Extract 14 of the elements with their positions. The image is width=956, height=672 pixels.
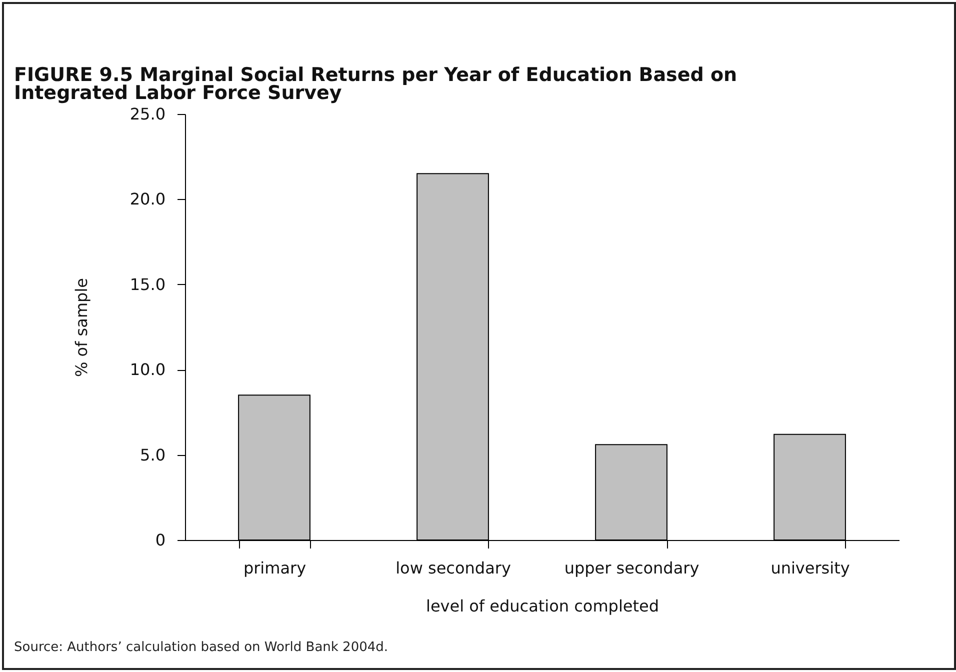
x-tick-label: primary bbox=[243, 558, 306, 578]
x-axis-title: level of education completed bbox=[426, 596, 660, 616]
y-tick-label: 10.0 bbox=[130, 360, 166, 380]
y-tick-label: 25.0 bbox=[130, 104, 166, 124]
y-tick-label: 15.0 bbox=[130, 274, 166, 294]
chart-title: FIGURE 9.5 Marginal Social Returns per Year of Education Based on Integrated Labor Force Survey bbox=[14, 64, 738, 104]
y-tick-label: 0 bbox=[155, 530, 166, 550]
x-tick-label: low secondary bbox=[396, 558, 511, 578]
y-tick-label: 5.0 bbox=[140, 445, 166, 464]
x-tick-label: university bbox=[770, 558, 850, 578]
source-note: Source: Authors’ calculation based on World Bank 2004d. bbox=[14, 640, 388, 655]
y-axis-title: % of sample bbox=[72, 278, 91, 377]
x-tick-label: upper secondary bbox=[564, 558, 700, 578]
y-tick-label: 20.0 bbox=[130, 190, 166, 209]
